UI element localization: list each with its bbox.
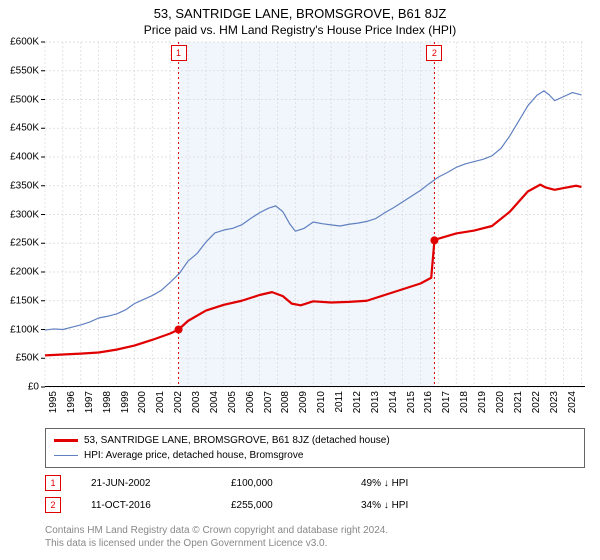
x-axis-label: 2021 [513,391,524,413]
sale-event-date: 21-JUN-2002 [91,478,231,489]
legend-item: HPI: Average price, detached house, Brom… [54,448,576,463]
legend: 53, SANTRIDGE LANE, BROMSGROVE, B61 8JZ … [45,428,585,468]
chart-title: 53, SANTRIDGE LANE, BROMSGROVE, B61 8JZ [0,0,600,21]
x-axis-label: 2016 [423,391,434,413]
x-axis-label: 2020 [495,391,506,413]
sale-event-marker: 1 [45,475,61,491]
x-axis-label: 2013 [370,391,381,413]
license-line-1: Contains HM Land Registry data © Crown c… [45,524,388,537]
event-marker-1: 1 [171,45,187,61]
y-axis-label: £450K [0,123,39,134]
y-axis-label: £350K [0,180,39,191]
x-axis-label: 2005 [227,391,238,413]
chart-container: 53, SANTRIDGE LANE, BROMSGROVE, B61 8JZ … [0,0,600,560]
x-axis-label: 2019 [477,391,488,413]
y-axis-label: £600K [0,37,39,48]
legend-item: 53, SANTRIDGE LANE, BROMSGROVE, B61 8JZ … [54,433,576,448]
sale-event-pct: 34% ↓ HPI [361,500,408,511]
y-axis-label: £250K [0,238,39,249]
x-axis-label: 2000 [137,391,148,413]
legend-label: HPI: Average price, detached house, Brom… [84,448,303,463]
license-text: Contains HM Land Registry data © Crown c… [45,524,388,550]
sale-event-date: 11-OCT-2016 [91,500,231,511]
x-axis-label: 1999 [120,391,131,413]
x-axis-label: 2002 [173,391,184,413]
x-axis-label: 2010 [316,391,327,413]
x-axis-label: 2007 [263,391,274,413]
x-axis-label: 2023 [549,391,560,413]
sale-event-pct: 49% ↓ HPI [361,478,408,489]
x-axis-label: 2008 [280,391,291,413]
x-axis-label: 2011 [334,391,345,413]
license-line-2: This data is licensed under the Open Gov… [45,537,388,550]
x-axis-label: 2022 [531,391,542,413]
y-axis-label: £50K [0,353,39,364]
x-axis-label: 1997 [84,391,95,413]
sale-event-price: £100,000 [231,478,361,489]
legend-label: 53, SANTRIDGE LANE, BROMSGROVE, B61 8JZ … [84,433,390,448]
x-axis-label: 2006 [245,391,256,413]
x-axis-label: 1995 [48,391,59,413]
x-axis-label: 2024 [567,391,578,413]
y-axis-label: £400K [0,152,39,163]
x-axis-label: 2017 [441,391,452,413]
y-axis-label: £0 [0,382,39,393]
x-axis-label: 1998 [102,391,113,413]
x-axis-label: 2018 [459,391,470,413]
x-axis-label: 2012 [352,391,363,413]
x-axis-label: 1996 [66,391,77,413]
x-axis-label: 2009 [298,391,309,413]
y-axis-label: £300K [0,209,39,220]
x-axis-label: 2015 [406,391,417,413]
chart-subtitle: Price paid vs. HM Land Registry's House … [0,21,600,41]
y-axis-label: £150K [0,295,39,306]
sale-event-row: 2 11-OCT-2016£255,00034% ↓ HPI [45,494,585,516]
sale-event-price: £255,000 [231,500,361,511]
y-axis-label: £100K [0,324,39,335]
x-axis-label: 2014 [388,391,399,413]
chart-plot [45,42,585,387]
y-axis-label: £550K [0,65,39,76]
x-axis-label: 2004 [209,391,220,413]
legend-swatch [54,439,78,441]
y-axis-label: £500K [0,94,39,105]
sale-event-marker: 2 [45,497,61,513]
x-axis-label: 2001 [155,391,166,413]
sale-event-row: 1 21-JUN-2002£100,00049% ↓ HPI [45,472,585,494]
event-marker-2: 2 [426,45,442,61]
sale-events-table: 1 21-JUN-2002£100,00049% ↓ HPI 2 11-OCT-201… [45,472,585,516]
y-axis-label: £200K [0,267,39,278]
x-axis-label: 2003 [191,391,202,413]
legend-swatch [54,455,78,456]
